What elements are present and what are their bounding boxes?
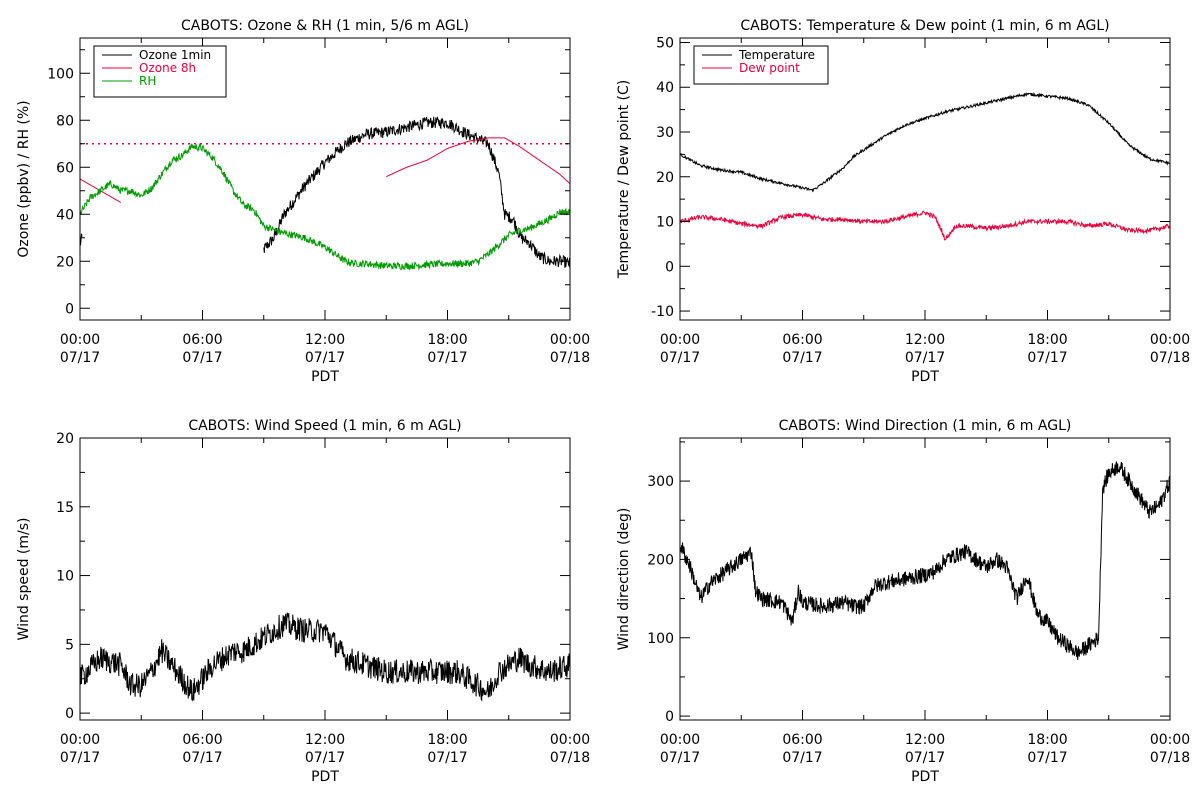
panel-wind_speed: CABOTS: Wind Speed (1 min, 6 m AGL) 00:00…	[16, 418, 590, 785]
y-axis-label: Temperature / Dew point (C)	[616, 80, 632, 279]
y-tick-label: 0	[665, 259, 674, 275]
x-tick-label-date: 07/17	[182, 750, 222, 766]
x-tick-label-date: 07/17	[660, 750, 700, 766]
x-tick-label-date: 07/18	[550, 750, 590, 766]
y-tick-label: 0	[665, 709, 674, 725]
x-tick-label-time: 06:00	[782, 332, 822, 348]
y-tick-label: 15	[56, 500, 74, 516]
x-tick-label-date: 07/18	[1150, 350, 1190, 366]
y-axis-label: Wind speed (m/s)	[16, 518, 32, 641]
x-tick-label-date: 07/17	[1027, 750, 1067, 766]
legend-entry: Ozone 1min	[139, 48, 211, 62]
legend-entry: Dew point	[739, 61, 800, 75]
series-group	[80, 116, 570, 271]
x-tick-label-date: 07/17	[305, 750, 345, 766]
x-tick-label-time: 00:00	[60, 732, 100, 748]
x-tick-label-time: 06:00	[182, 732, 222, 748]
y-tick-label: 5	[65, 637, 74, 653]
x-tick-label-time: 00:00	[550, 732, 590, 748]
y-axis-label: Ozone (ppbv) / RH (%)	[16, 100, 32, 257]
panel-wind_dir: CABOTS: Wind Direction (1 min, 6 m AGL) 0…	[616, 418, 1190, 785]
x-tick-label-time: 00:00	[1150, 732, 1190, 748]
series-group	[680, 461, 1170, 660]
x-tick-label-time: 12:00	[905, 332, 945, 348]
series-line-dew-point	[680, 210, 1170, 241]
x-tick-label-date: 07/17	[782, 350, 822, 366]
y-tick-label: 80	[56, 113, 74, 129]
y-tick-label: 200	[647, 552, 674, 568]
y-tick-label: 40	[656, 80, 674, 96]
chart-title: CABOTS: Temperature & Dew point (1 min, …	[740, 18, 1109, 34]
chart-title: CABOTS: Wind Direction (1 min, 6 m AGL)	[779, 418, 1072, 434]
y-tick-label: 0	[65, 706, 74, 722]
x-tick-label-date: 07/17	[305, 350, 345, 366]
y-tick-label: -10	[651, 304, 674, 320]
x-tick-label-time: 12:00	[305, 332, 345, 348]
plot-frame	[79, 437, 571, 721]
x-tick-label-time: 18:00	[427, 332, 467, 348]
series-line-rh	[80, 142, 570, 271]
x-axis-label: PDT	[311, 769, 339, 785]
legend-box	[693, 45, 829, 85]
y-tick-label: 50	[656, 35, 674, 51]
x-tick-label-time: 00:00	[60, 332, 100, 348]
x-tick-label-date: 07/18	[1150, 750, 1190, 766]
x-tick-label-time: 00:00	[1150, 332, 1190, 348]
x-tick-label-time: 00:00	[660, 332, 700, 348]
x-tick-label-date: 07/17	[1027, 350, 1067, 366]
y-tick-label: 10	[656, 215, 674, 231]
x-axis-label: PDT	[311, 369, 339, 385]
y-tick-label: 100	[647, 631, 674, 647]
x-tick-label-time: 18:00	[1027, 732, 1067, 748]
series-group	[80, 612, 570, 702]
x-tick-label-time: 06:00	[182, 332, 222, 348]
series-group	[680, 91, 1170, 241]
x-tick-label-date: 07/17	[782, 750, 822, 766]
series-line-ozone-1min-segment-2	[263, 116, 570, 268]
x-tick-label-time: 12:00	[305, 732, 345, 748]
x-tick-label-date: 07/17	[60, 350, 100, 366]
x-tick-label-time: 18:00	[427, 732, 467, 748]
panel-ozone_rh: CABOTS: Ozone & RH (1 min, 5/6 m AGL) 00:…	[16, 18, 590, 385]
chart-title: CABOTS: Ozone & RH (1 min, 5/6 m AGL)	[181, 18, 469, 34]
x-tick-label-date: 07/17	[905, 750, 945, 766]
y-tick-label: 30	[656, 125, 674, 141]
x-tick-label-time: 00:00	[660, 732, 700, 748]
y-tick-label: 20	[656, 170, 674, 186]
y-tick-label: 300	[647, 474, 674, 490]
x-tick-label-date: 07/17	[905, 350, 945, 366]
x-axis-label: PDT	[911, 369, 939, 385]
series-line-temperature	[680, 91, 1170, 193]
y-tick-label: 20	[56, 254, 74, 270]
x-tick-label-date: 07/17	[427, 750, 467, 766]
y-tick-label: 0	[65, 301, 74, 317]
chart-title: CABOTS: Wind Speed (1 min, 6 m AGL)	[188, 418, 461, 434]
y-tick-label: 40	[56, 207, 74, 223]
y-axis-label: Wind direction (deg)	[616, 508, 632, 651]
x-tick-label-date: 07/17	[182, 350, 222, 366]
series-line-ozone-8h-segment-2	[386, 137, 570, 185]
legend-entry: RH	[139, 74, 156, 88]
series-line-data	[680, 461, 1170, 660]
x-tick-label-date: 07/17	[660, 350, 700, 366]
x-tick-label-time: 00:00	[550, 332, 590, 348]
x-tick-label-time: 12:00	[905, 732, 945, 748]
series-line-data	[80, 612, 570, 702]
x-tick-label-time: 06:00	[782, 732, 822, 748]
y-tick-label: 100	[47, 66, 74, 82]
legend-entry: Ozone 8h	[139, 61, 196, 75]
x-tick-label-date: 07/18	[550, 350, 590, 366]
x-tick-label-date: 07/17	[60, 750, 100, 766]
y-tick-label: 10	[56, 569, 74, 585]
panel-temp_dew: CABOTS: Temperature & Dew point (1 min, …	[616, 18, 1190, 385]
legend-entry: Temperature	[738, 48, 815, 62]
y-tick-label: 60	[56, 160, 74, 176]
x-tick-label-date: 07/17	[427, 350, 467, 366]
x-tick-label-time: 18:00	[1027, 332, 1067, 348]
y-tick-label: 20	[56, 431, 74, 447]
x-axis-label: PDT	[911, 769, 939, 785]
